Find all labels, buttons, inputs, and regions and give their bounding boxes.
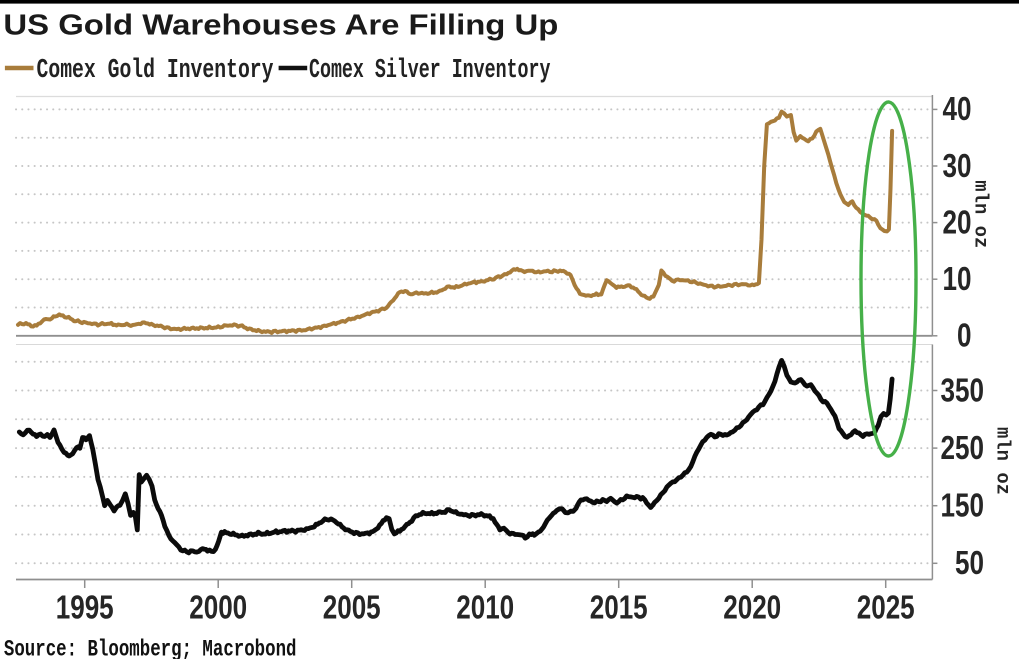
svg-text:2000: 2000 — [189, 589, 247, 626]
svg-text:0: 0 — [957, 317, 972, 354]
svg-text:350: 350 — [941, 371, 985, 408]
svg-text:40: 40 — [943, 90, 972, 127]
svg-text:250: 250 — [941, 429, 985, 466]
svg-text:30: 30 — [943, 147, 972, 184]
svg-text:1995: 1995 — [56, 589, 114, 626]
svg-text:Comex Silver Inventory: Comex Silver Inventory — [309, 55, 551, 85]
svg-text:150: 150 — [941, 487, 985, 524]
svg-text:20: 20 — [943, 203, 972, 240]
svg-text:2010: 2010 — [456, 589, 514, 626]
svg-text:10: 10 — [943, 260, 972, 297]
svg-text:2020: 2020 — [723, 589, 781, 626]
svg-text:50: 50 — [955, 544, 984, 581]
svg-text:mln oz: mln oz — [970, 180, 992, 248]
svg-text:mln oz: mln oz — [992, 427, 1014, 495]
svg-text:2025: 2025 — [857, 589, 915, 626]
svg-text:US Gold Warehouses Are Filling: US Gold Warehouses Are Filling Up — [3, 10, 558, 42]
svg-text:Source: Bloomberg; Macrobond: Source: Bloomberg; Macrobond — [4, 637, 297, 659]
svg-text:Comex Gold Inventory: Comex Gold Inventory — [37, 55, 274, 85]
svg-text:2005: 2005 — [323, 589, 381, 626]
svg-text:2015: 2015 — [590, 589, 648, 626]
